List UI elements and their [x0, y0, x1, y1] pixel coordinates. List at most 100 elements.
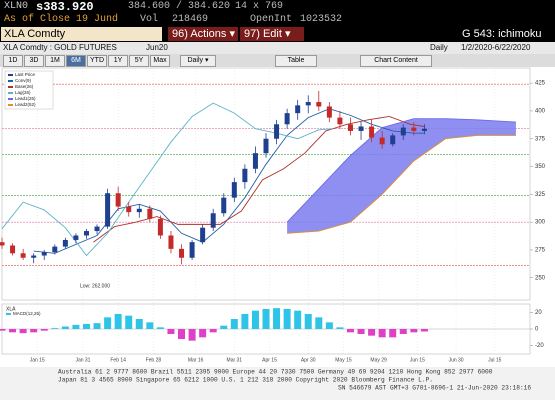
- bar: [357, 329, 365, 334]
- period: Daily: [430, 43, 448, 52]
- candle-body: [52, 246, 58, 253]
- candle-body: [252, 153, 258, 169]
- volume-label: Vol: [140, 14, 159, 25]
- bar: [315, 317, 323, 329]
- candle-body: [168, 235, 174, 249]
- indicator-line: [33, 108, 425, 254]
- bar: [167, 329, 175, 334]
- bar: [251, 310, 259, 329]
- y-tick-label: 425: [535, 81, 546, 87]
- bar: [346, 329, 354, 333]
- x-tick-label: Apr 30: [301, 357, 316, 363]
- candle-body: [242, 168, 248, 183]
- candle-body: [337, 117, 343, 125]
- date-range: 1/2/2020-6/22/2020: [461, 43, 531, 52]
- bar: [399, 329, 407, 334]
- actions-menu[interactable]: 96) Actions ▾: [168, 27, 238, 41]
- bar: [30, 329, 38, 333]
- edit-menu[interactable]: 97) Edit ▾: [240, 27, 304, 41]
- bar: [0, 329, 6, 331]
- ticker: XLN0: [4, 1, 29, 12]
- bar: [114, 314, 122, 329]
- range-button[interactable]: 1D: [3, 55, 23, 67]
- bar: [72, 324, 80, 329]
- legend-label: Lead1(26): [15, 96, 36, 101]
- bar: [178, 329, 186, 339]
- bid-ask-size: 14 x 769: [235, 1, 284, 12]
- x-tick-label: May 15: [335, 357, 352, 363]
- candle-body: [31, 255, 37, 258]
- candle-body: [94, 226, 100, 232]
- range-button[interactable]: 1Y: [108, 55, 128, 67]
- candle-body: [316, 102, 322, 107]
- candle-body: [326, 106, 332, 118]
- candle-body: [115, 193, 121, 207]
- panel-title: XLA: [6, 306, 16, 312]
- bar: [389, 329, 397, 338]
- candle-body: [20, 253, 26, 258]
- x-tick-label: Feb 28: [146, 357, 162, 363]
- candle-body: [221, 197, 227, 214]
- range-button[interactable]: 3D: [24, 55, 44, 67]
- table-button[interactable]: Table: [275, 55, 317, 67]
- candle-body: [83, 231, 89, 236]
- bar: [188, 329, 196, 341]
- bar: [156, 327, 164, 329]
- legend-swatch: [8, 92, 13, 94]
- legend-swatch: [8, 80, 13, 82]
- x-tick-label: Apr 15: [262, 357, 277, 363]
- candle-body: [179, 248, 185, 258]
- range-button[interactable]: YTD: [87, 55, 107, 67]
- candle-body: [0, 242, 5, 246]
- function-name: G 543: ichimoku: [462, 28, 542, 40]
- x-tick-label: Feb 14: [110, 357, 126, 363]
- bar: [146, 322, 154, 329]
- frequency-menu[interactable]: Daily ▾: [180, 55, 216, 67]
- candle-body: [41, 252, 47, 256]
- legend-label: Lag(26): [15, 90, 31, 95]
- candle-body: [400, 127, 406, 136]
- bar: [19, 329, 27, 334]
- legend-label: MACD(12,26): [13, 311, 41, 316]
- range-button[interactable]: Max: [150, 55, 170, 67]
- bar: [410, 329, 418, 333]
- bar: [368, 329, 376, 336]
- bar: [220, 325, 228, 329]
- cloud: [287, 118, 516, 234]
- range-button[interactable]: 1M: [45, 55, 65, 67]
- open-interest-label: OpenInt: [250, 14, 293, 25]
- security-input[interactable]: XLA Comdty: [1, 27, 162, 41]
- contract: Jun20: [146, 43, 168, 52]
- legend-swatch: [8, 104, 13, 106]
- candle-body: [105, 193, 111, 227]
- legend: Last PriceConv(9)Base(26)Lag(26)Lead1(26…: [4, 70, 54, 110]
- candle-body: [358, 126, 364, 131]
- status-row: As of Close 19 Jund Vol 218469 OpenInt 1…: [0, 14, 555, 26]
- candle-body: [379, 137, 385, 145]
- candle-body: [200, 227, 206, 243]
- y-tick-label: 400: [535, 109, 546, 115]
- chart-content-button[interactable]: Chart Content: [360, 55, 432, 67]
- y-tick-label: 350: [535, 164, 546, 170]
- footer-background: [0, 367, 555, 400]
- title-bar: XLA Comdty : GOLD FUTURES Jun20 Daily 1/…: [0, 42, 555, 54]
- bar: [273, 308, 281, 329]
- volume: 218469: [172, 14, 209, 25]
- bar: [230, 319, 238, 329]
- candle-body: [369, 126, 375, 138]
- candle-body: [136, 208, 142, 213]
- range-button[interactable]: 5Y: [129, 55, 149, 67]
- bar: [40, 329, 48, 331]
- bar: [283, 309, 291, 329]
- bar: [262, 309, 270, 329]
- legend-label: Last Price: [15, 72, 36, 77]
- range-button[interactable]: 6M: [66, 55, 86, 67]
- bar: [199, 329, 207, 338]
- candle-body: [263, 138, 269, 154]
- candle-body: [73, 235, 79, 240]
- bar: [420, 329, 428, 332]
- candle-body: [157, 218, 163, 236]
- y-tick-label: 250: [535, 275, 546, 281]
- x-tick-label: Jun 15: [410, 357, 425, 363]
